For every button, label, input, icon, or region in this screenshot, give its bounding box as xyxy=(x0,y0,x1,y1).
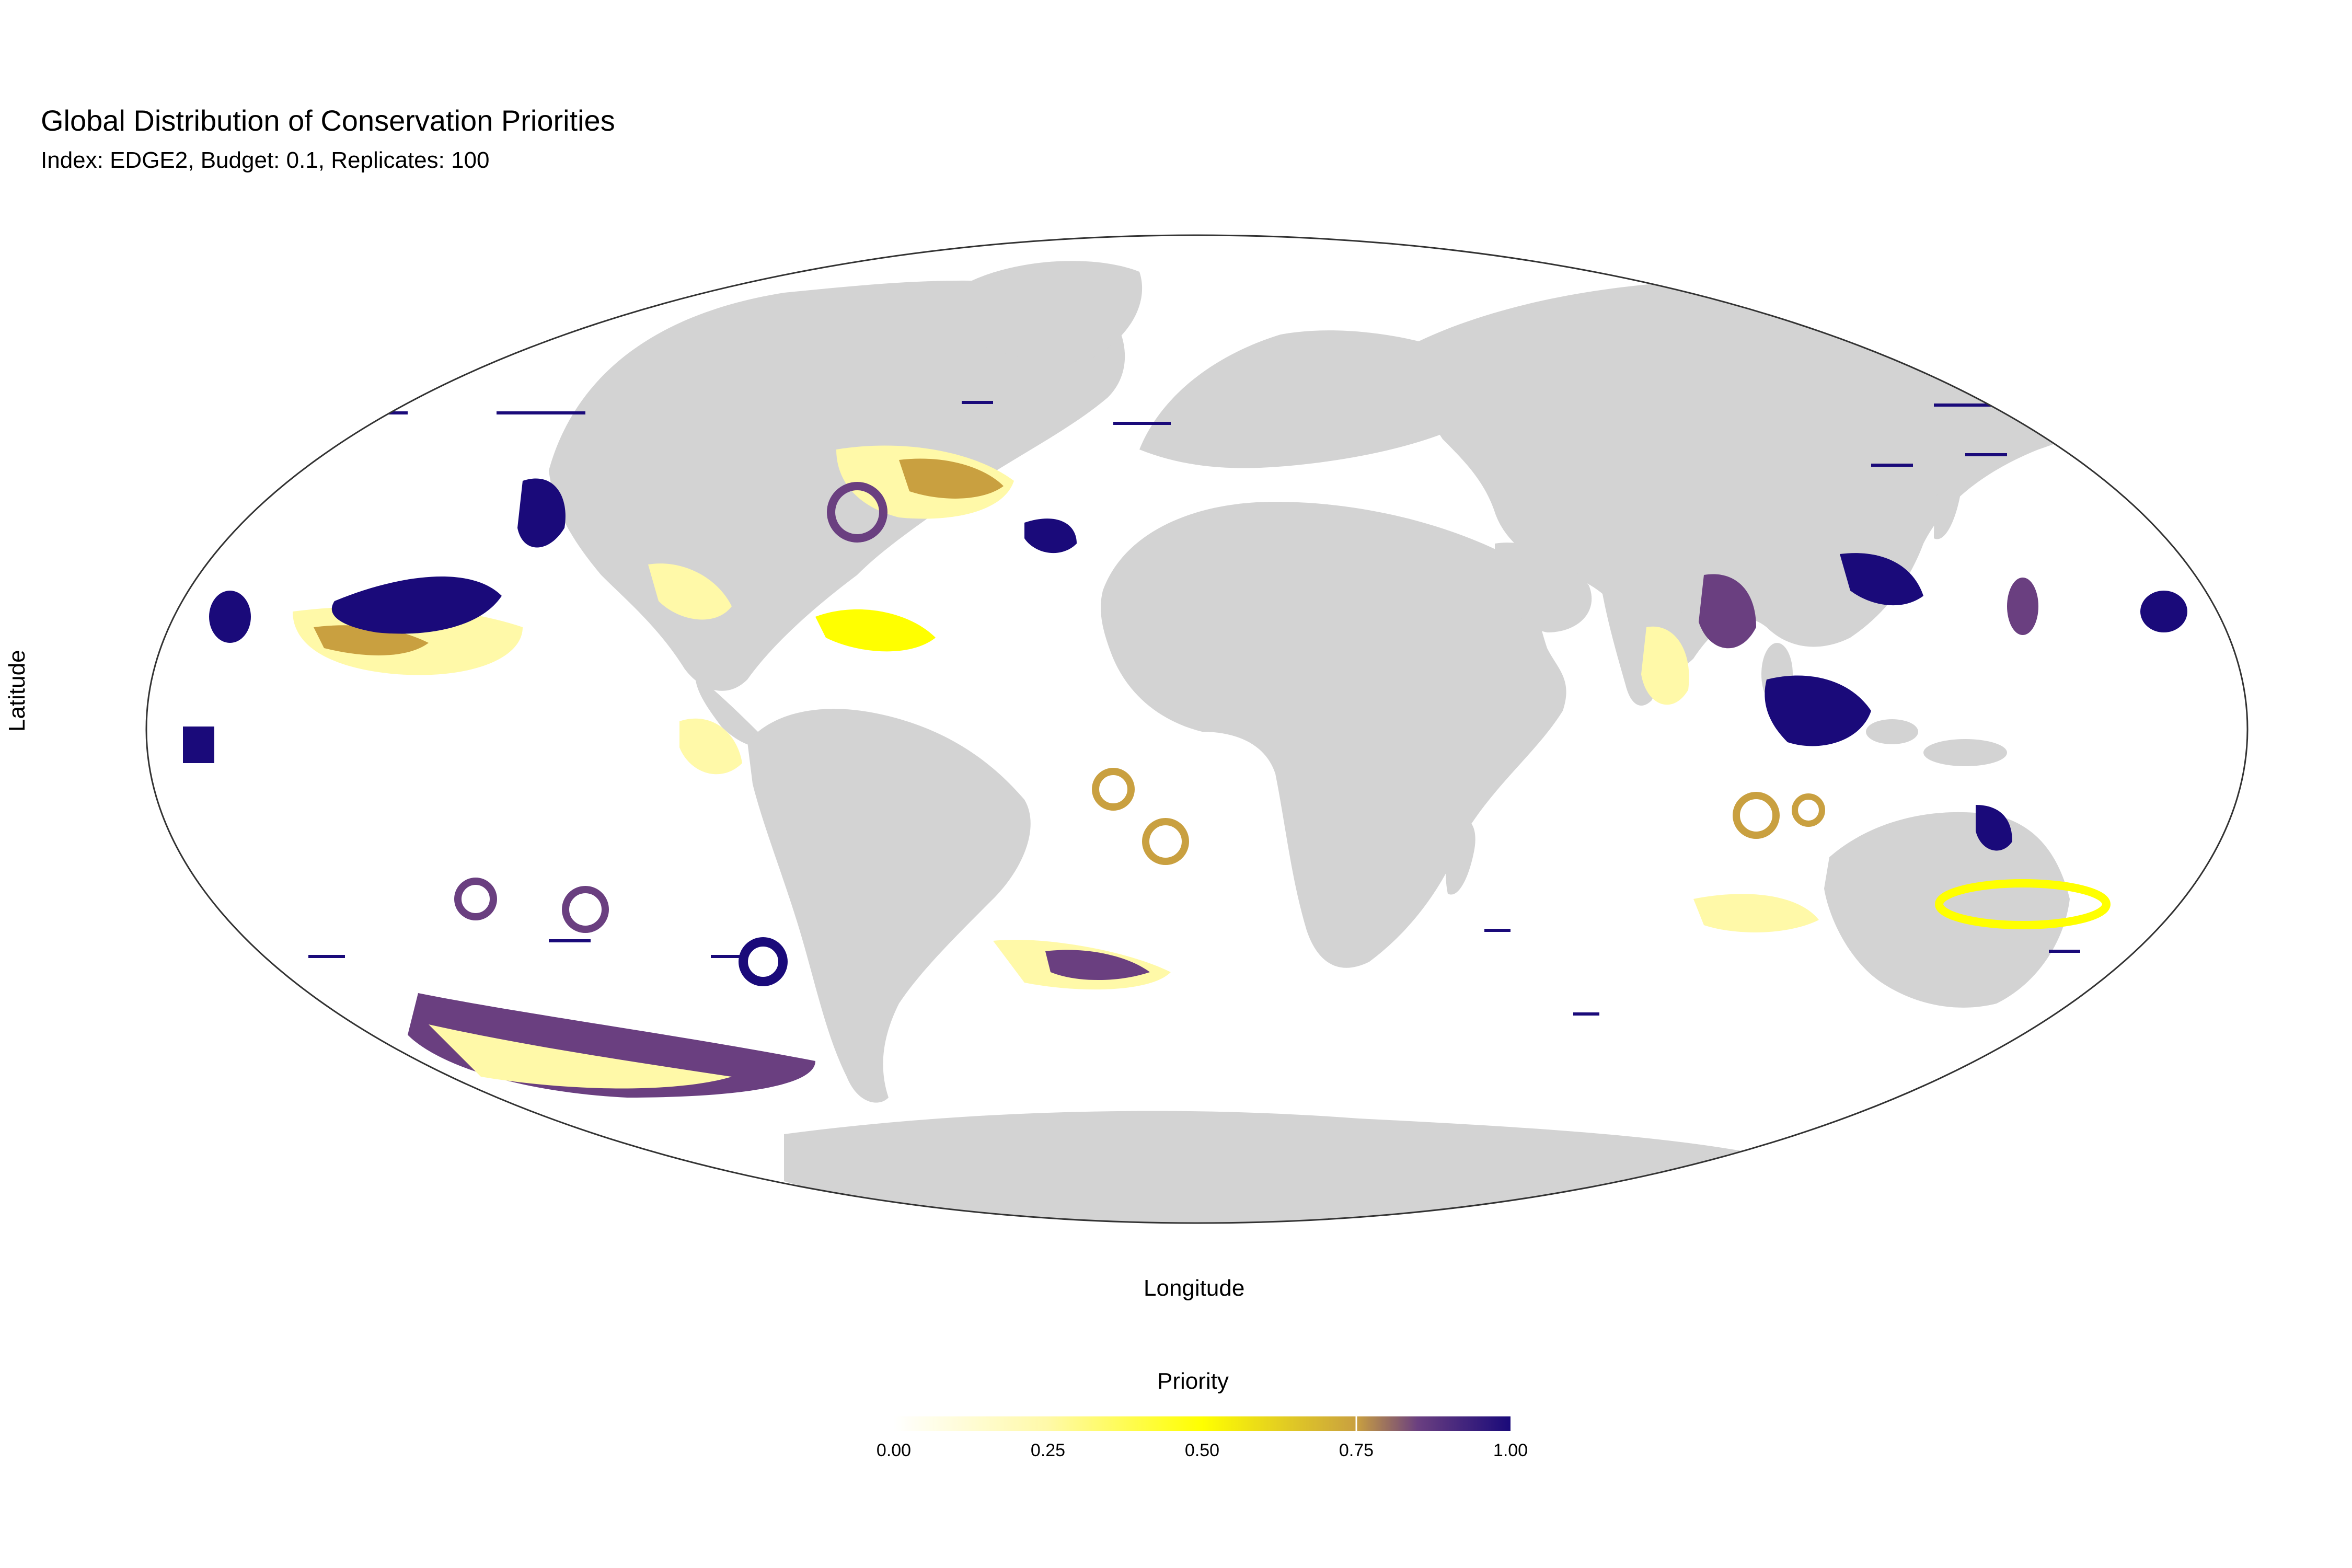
legend-colorbar xyxy=(894,1416,1511,1431)
globe-outline xyxy=(145,234,2249,1224)
priority-cells xyxy=(183,401,2187,1098)
legend-title: Priority xyxy=(1157,1368,1229,1394)
legend-tick-1: 0.25 xyxy=(1030,1440,1066,1460)
legend-tick-4: 1.00 xyxy=(1493,1440,1528,1460)
map-subtitle: Index: EDGE2, Budget: 0.1, Replicates: 1… xyxy=(41,147,490,173)
y-axis-label: Latitude xyxy=(4,650,30,732)
map-title: Global Distribution of Conservation Prio… xyxy=(41,104,615,137)
legend-tick-3: 0.75 xyxy=(1339,1440,1374,1460)
x-axis-label: Longitude xyxy=(1144,1275,1245,1301)
legend-tick-2: 0.50 xyxy=(1184,1440,1220,1460)
legend-tick-0: 0.00 xyxy=(876,1440,912,1460)
